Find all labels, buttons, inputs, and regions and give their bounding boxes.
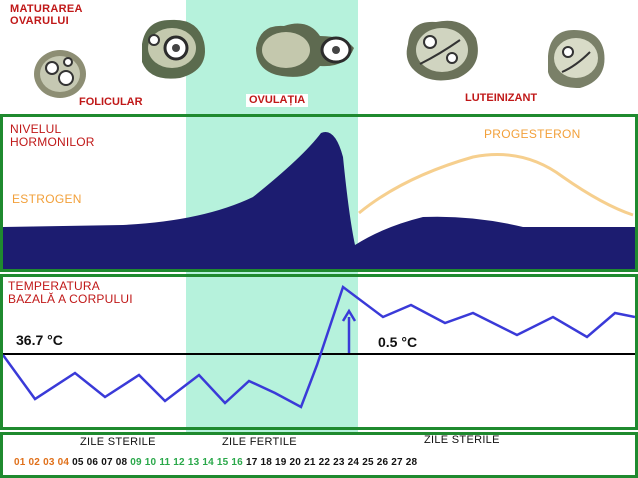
cycle-day-16: 16 [231, 457, 243, 468]
cycle-day-13: 13 [187, 457, 200, 468]
cycle-day-23: 23 [333, 457, 345, 468]
cycle-day-numbers: 01 02 03 04 05 06 07 08 09 10 11 12 13 14 15 16 17 18 19 20… [14, 457, 420, 468]
cycle-day-12: 12 [173, 457, 185, 468]
cycle-day-14: 14 [202, 457, 214, 468]
temperature-curve [3, 284, 635, 409]
temperature-rise-label: 0.5 °C [378, 334, 418, 350]
estrogen-area [3, 132, 635, 269]
baseline-temperature-label: 36.7 °C [16, 332, 63, 348]
cycle-day-19: 19 [275, 457, 287, 468]
progesterone-label: PROGESTERON [484, 127, 581, 141]
cycle-day-20: 20 [289, 457, 302, 468]
rise-arrow-head [341, 308, 357, 322]
cycle-day-10: 10 [144, 457, 157, 468]
cycle-day-21: 21 [304, 457, 316, 468]
cycle-day-22: 22 [318, 457, 331, 468]
hormone-title-line1: NIVELUL [10, 122, 62, 136]
hormone-title: NIVELUL HORMONILOR [10, 123, 95, 149]
sterile-days-before-label: ZILE STERILE [80, 436, 156, 448]
sterile-days-after-label: ZILE STERILE [424, 434, 500, 446]
ovulation-illustration [256, 23, 354, 77]
progesterone-curve [358, 153, 634, 217]
hormone-panel [0, 114, 638, 272]
phase-luteal: LUTEINIZANT [462, 92, 541, 105]
cycle-day-25: 25 [362, 457, 374, 468]
maturation-title: MATURAREA OVARULUI [10, 3, 83, 27]
phase-ovulation: OVULAȚIA [246, 94, 309, 107]
cycle-day-08: 08 [115, 457, 128, 468]
cycle-day-01: 01 [14, 457, 26, 468]
hormone-title-line2: HORMONILOR [10, 135, 95, 149]
cycle-day-02: 02 [28, 457, 41, 468]
cycle-days-panel [0, 432, 638, 478]
temperature-chart [3, 284, 635, 409]
cycle-day-17: 17 [245, 457, 258, 468]
cycle-day-18: 18 [260, 457, 273, 468]
cycle-day-09: 09 [130, 457, 142, 468]
maturation-title-line2: OVARULUI [10, 15, 70, 27]
cycle-day-26: 26 [376, 457, 389, 468]
estrogen-label: ESTROGEN [12, 192, 82, 206]
cycle-day-07: 07 [101, 457, 113, 468]
fertile-days-label: ZILE FERTILE [222, 436, 297, 448]
cycle-day-27: 27 [391, 457, 403, 468]
corpus-luteum-illustration [406, 20, 478, 81]
corpus-albicans-illustration [548, 30, 605, 88]
follicle-small-illustration [34, 50, 86, 98]
cycle-day-28: 28 [405, 457, 418, 468]
cycle-day-24: 24 [347, 457, 360, 468]
cycle-day-11: 11 [159, 457, 171, 468]
temperature-panel [0, 274, 638, 430]
temperature-title: TEMPERATURA BAZALĂ A CORPULUI [8, 280, 133, 306]
cycle-day-04: 04 [57, 457, 70, 468]
cycle-day-15: 15 [216, 457, 229, 468]
hormone-chart [3, 132, 635, 269]
cycle-day-06: 06 [86, 457, 99, 468]
follicle-large-illustration [142, 19, 205, 79]
phase-follicular: FOLICULAR [76, 96, 146, 109]
cycle-day-03: 03 [43, 457, 55, 468]
maturation-title-line1: MATURAREA [10, 3, 83, 15]
temperature-title-line2: BAZALĂ A CORPULUI [8, 292, 133, 306]
temperature-title-line1: TEMPERATURA [8, 279, 100, 293]
cycle-day-05: 05 [72, 457, 84, 468]
